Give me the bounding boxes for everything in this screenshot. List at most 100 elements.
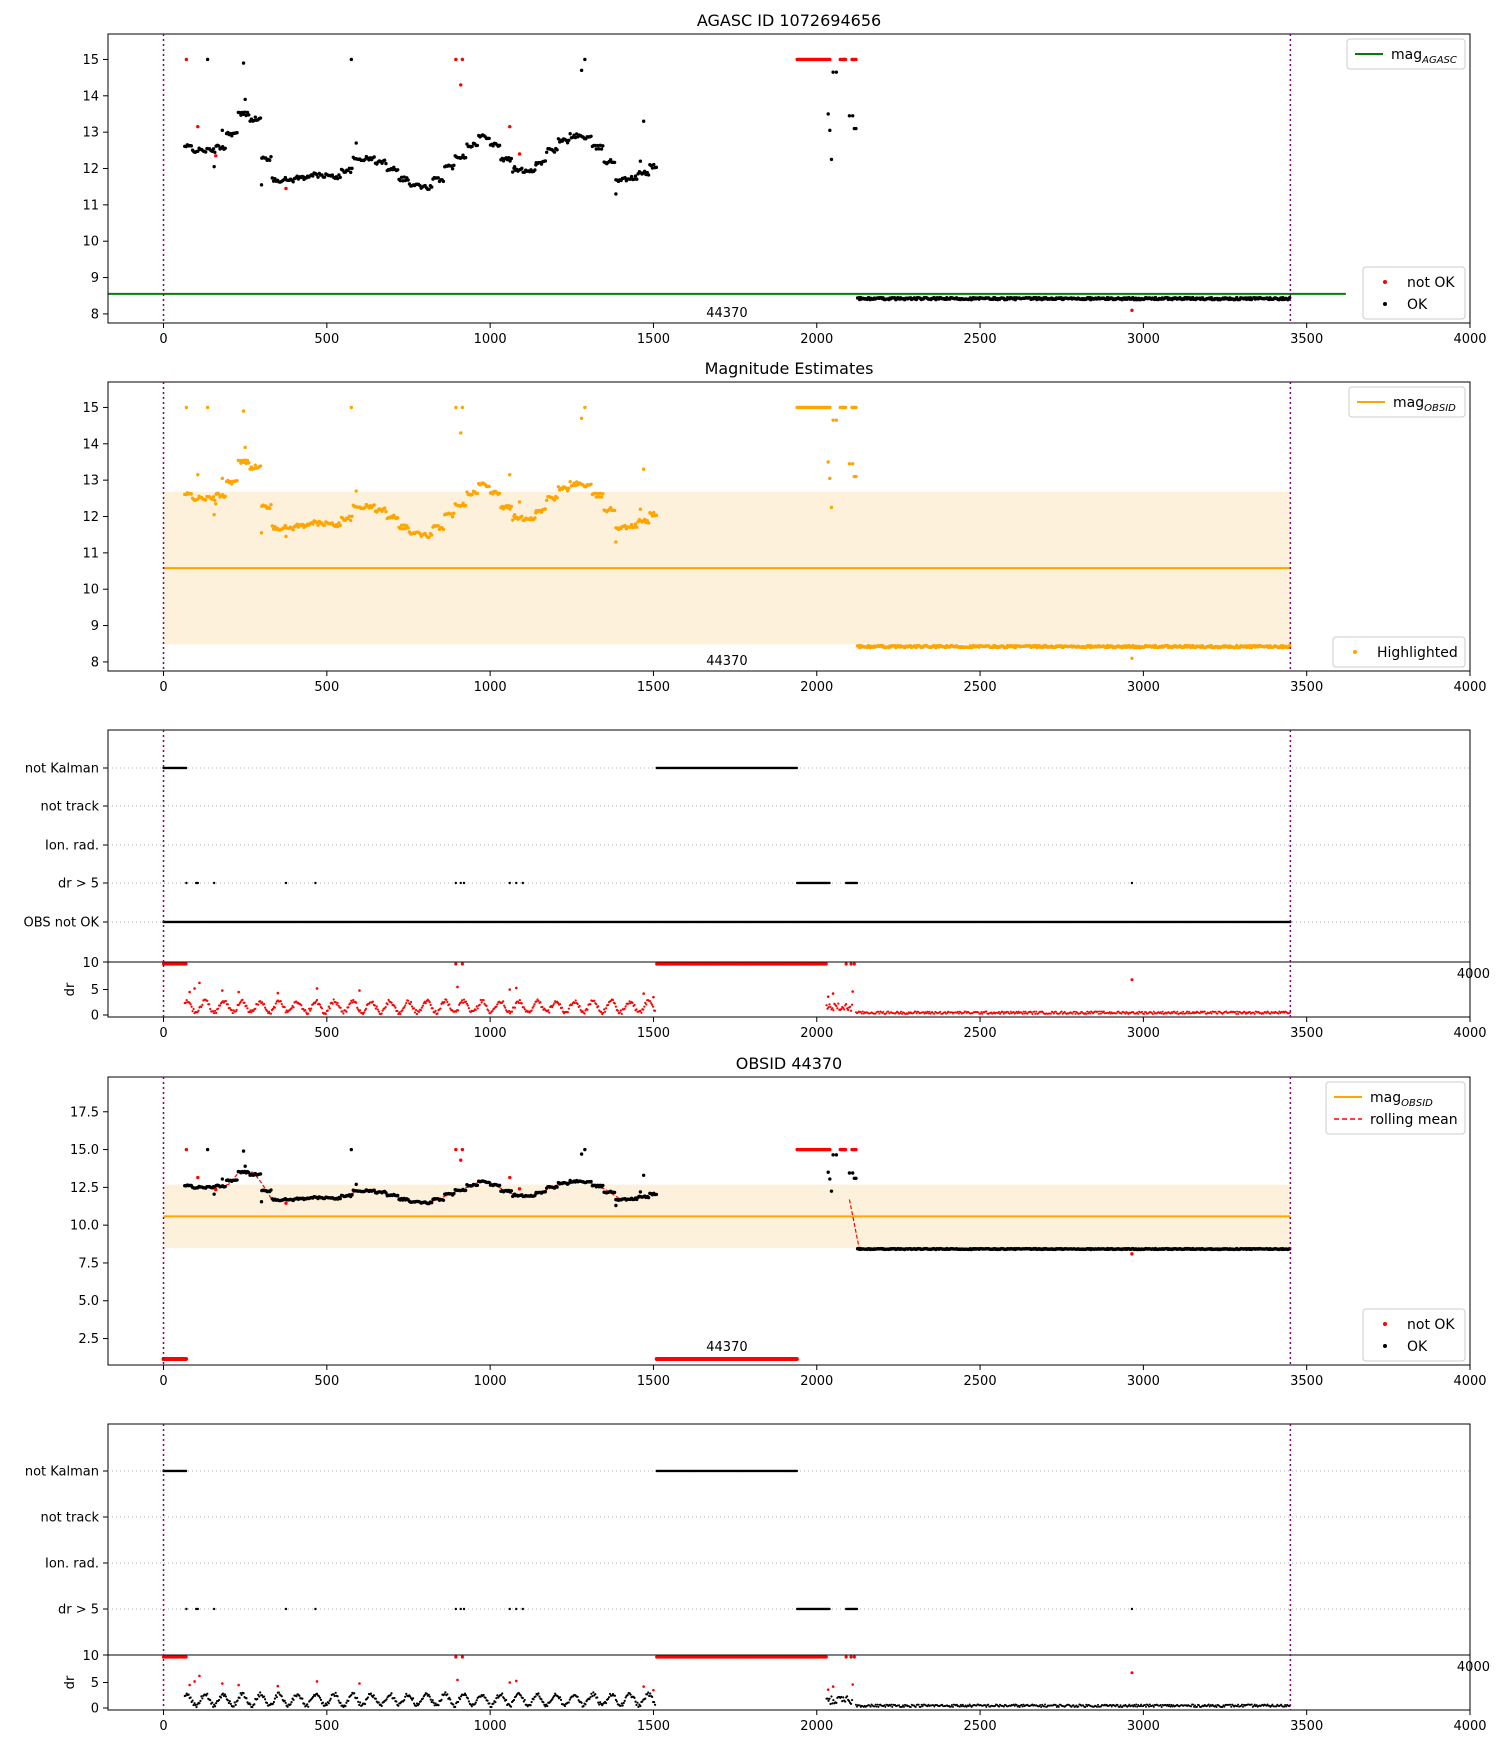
ok-point [487,136,491,141]
ok-point [273,524,277,529]
y-tick-label: 15 [82,401,99,416]
dr-point [517,1001,520,1005]
dr-point [376,1008,379,1011]
ok-point [834,1153,839,1157]
dr-point [300,1004,303,1007]
dr-point [586,1008,589,1011]
dr-point [283,1006,286,1009]
ok-point [629,174,634,179]
dr-point [1161,1010,1164,1013]
ok-point [450,167,455,171]
not-ok-point [214,502,218,506]
dr-point [461,1001,465,1004]
ok-point [646,521,651,525]
dr-point [224,999,228,1003]
dr-point [979,1012,982,1015]
dr-point [613,1002,617,1005]
obsid-label: 44370 [706,306,747,321]
ok-point [612,1190,617,1195]
ok-point [363,157,367,162]
ok-point [322,175,327,179]
ok-point [350,166,354,171]
not-ok-point [843,57,848,62]
ok-point [189,144,193,148]
ok-point [244,461,248,466]
dr-point [208,1003,211,1006]
y-tick-label: 8 [91,655,99,670]
dr-point [849,1009,853,1012]
dr-point [355,1001,358,1004]
ok-point [212,512,216,517]
dr-point [1107,1012,1110,1015]
not-ok-point [454,57,458,62]
ok-point [828,128,832,133]
chart-title: OBSID 44370 [736,1054,842,1073]
dr-point [257,1003,260,1006]
dr-point [1235,1012,1238,1015]
dr-point [644,1001,647,1004]
dr-point [825,1004,828,1007]
ok-point [543,1190,548,1194]
dr-point [345,1010,348,1013]
dr-point [985,1010,988,1013]
y-tick-label: 13 [82,474,99,489]
dr-point [1169,1012,1172,1015]
ok-point [239,113,243,117]
ok-point [322,523,327,527]
dr-over-5-point [196,881,200,885]
dr-outlier-point [1130,978,1134,982]
ok-point [847,114,852,118]
ok-point [401,527,405,531]
dr-point [653,1009,657,1012]
dr-point [504,1006,507,1009]
dr-point [553,1002,556,1005]
dr-point [925,1012,928,1015]
ok-point [568,480,572,484]
y-tick-label: 11 [82,198,99,213]
dr-point [248,1010,251,1014]
ok-point [534,1191,538,1196]
ok-point [452,1191,456,1196]
ok-point [507,156,511,160]
dr-over-5-point [212,881,216,885]
ok-point [555,1185,559,1189]
ok-point [347,166,352,171]
dr-point [1243,1011,1246,1014]
dr-point [850,1003,854,1006]
dr-point [407,999,410,1002]
dr-point [642,1008,645,1011]
dr-point [302,1007,305,1011]
dr-point [334,1001,337,1004]
x-tick-label: 1000 [474,680,507,695]
ok-point [311,522,315,526]
dr-point [628,1000,631,1003]
dr-point [939,1010,942,1013]
dr-point [567,1007,570,1010]
dr-point [1086,1010,1089,1013]
dr-point [394,1006,397,1009]
dr-point [384,1006,387,1009]
dr-point [1031,1012,1034,1015]
not-ok-point [460,405,465,410]
ok-point [831,70,835,74]
not-ok-point [828,405,832,410]
ok-point [283,523,288,528]
dr-point [429,1003,432,1007]
ok-point [237,110,242,115]
x-tick-label: 3500 [1290,680,1323,695]
dr-point [428,1001,431,1004]
dr-point [1098,1010,1101,1013]
ok-point [654,513,659,518]
dr-axis-label: dr [63,982,78,996]
dr-point [1035,1010,1038,1013]
dr-point [1176,1010,1179,1013]
dr-point [462,998,466,1001]
ok-point [461,501,465,505]
dr-point [482,998,485,1002]
dr-point [259,999,262,1003]
ok-point [641,467,646,471]
ok-point [253,463,258,467]
ok-point [283,175,288,180]
dr-point [848,1005,852,1008]
ok-point [273,176,277,181]
